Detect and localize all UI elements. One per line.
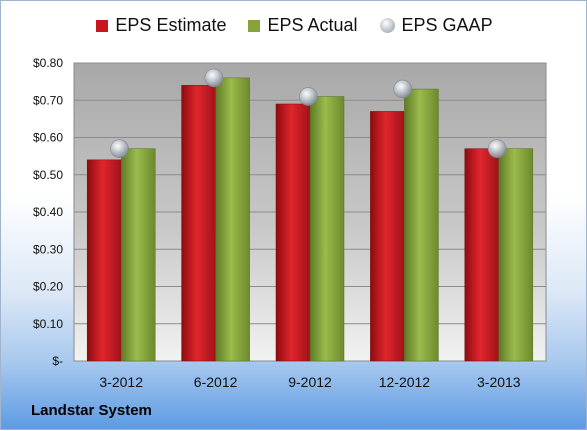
bar-eps-estimate — [275, 103, 311, 362]
y-tick-label: $0.80 — [33, 56, 63, 70]
legend-label-gaap: EPS GAAP — [401, 15, 493, 35]
point-eps-gaap — [487, 139, 507, 158]
bar-eps-estimate — [181, 85, 216, 362]
x-tick-label: 3-2013 — [477, 374, 521, 390]
gaap-points — [110, 68, 507, 158]
point-eps-gaap — [110, 139, 129, 158]
y-tick-label: $0.50 — [33, 168, 63, 182]
legend-label-actual: EPS Actual — [267, 15, 358, 35]
bar-eps-actual — [498, 148, 534, 362]
legend-swatch-gaap — [379, 18, 395, 33]
point-eps-gaap — [393, 79, 413, 99]
x-tick-label: 9-2012 — [288, 374, 332, 390]
y-tick-label: $0.60 — [33, 131, 63, 145]
legend-item-estimate: EPS Estimate — [96, 15, 226, 36]
x-tick-label: 12-2012 — [379, 374, 431, 390]
bar-eps-estimate — [86, 159, 122, 362]
bar-eps-estimate — [370, 111, 405, 362]
bar-eps-actual — [404, 88, 439, 362]
bar-eps-actual — [215, 77, 250, 362]
point-eps-gaap — [204, 68, 224, 88]
y-tick-label: $0.10 — [33, 317, 63, 331]
legend-label-estimate: EPS Estimate — [115, 15, 227, 35]
x-axis-ticks: 3-2012 6-2012 9-2012 12-2012 3-2013 — [99, 374, 520, 390]
legend-swatch-estimate — [96, 19, 109, 32]
y-tick-label: $0.70 — [33, 93, 63, 107]
x-tick-label: 3-2012 — [99, 374, 143, 390]
bar-eps-actual — [309, 96, 345, 362]
y-tick-label: $0.30 — [33, 242, 63, 256]
x-tick-label: 6-2012 — [194, 374, 238, 390]
y-tick-label: $0.20 — [33, 280, 63, 294]
legend-swatch-actual — [248, 19, 261, 32]
legend-item-gaap: EPS GAAP — [379, 15, 493, 36]
y-tick-label: $- — [52, 354, 63, 368]
bars — [86, 77, 534, 362]
legend-item-actual: EPS Actual — [248, 15, 358, 36]
bar-eps-estimate — [464, 148, 500, 362]
point-eps-gaap — [298, 87, 318, 106]
company-name: Landstar System — [31, 402, 152, 419]
y-tick-label: $0.40 — [33, 205, 63, 219]
legend: EPS Estimate EPS Actual EPS GAAP — [1, 15, 587, 36]
bar-eps-actual — [120, 148, 156, 362]
y-axis-ticks: $- $0.10 $0.20 $0.30 $0.40 $0.50 $0.60 $0.70 $0.… — [33, 56, 63, 368]
